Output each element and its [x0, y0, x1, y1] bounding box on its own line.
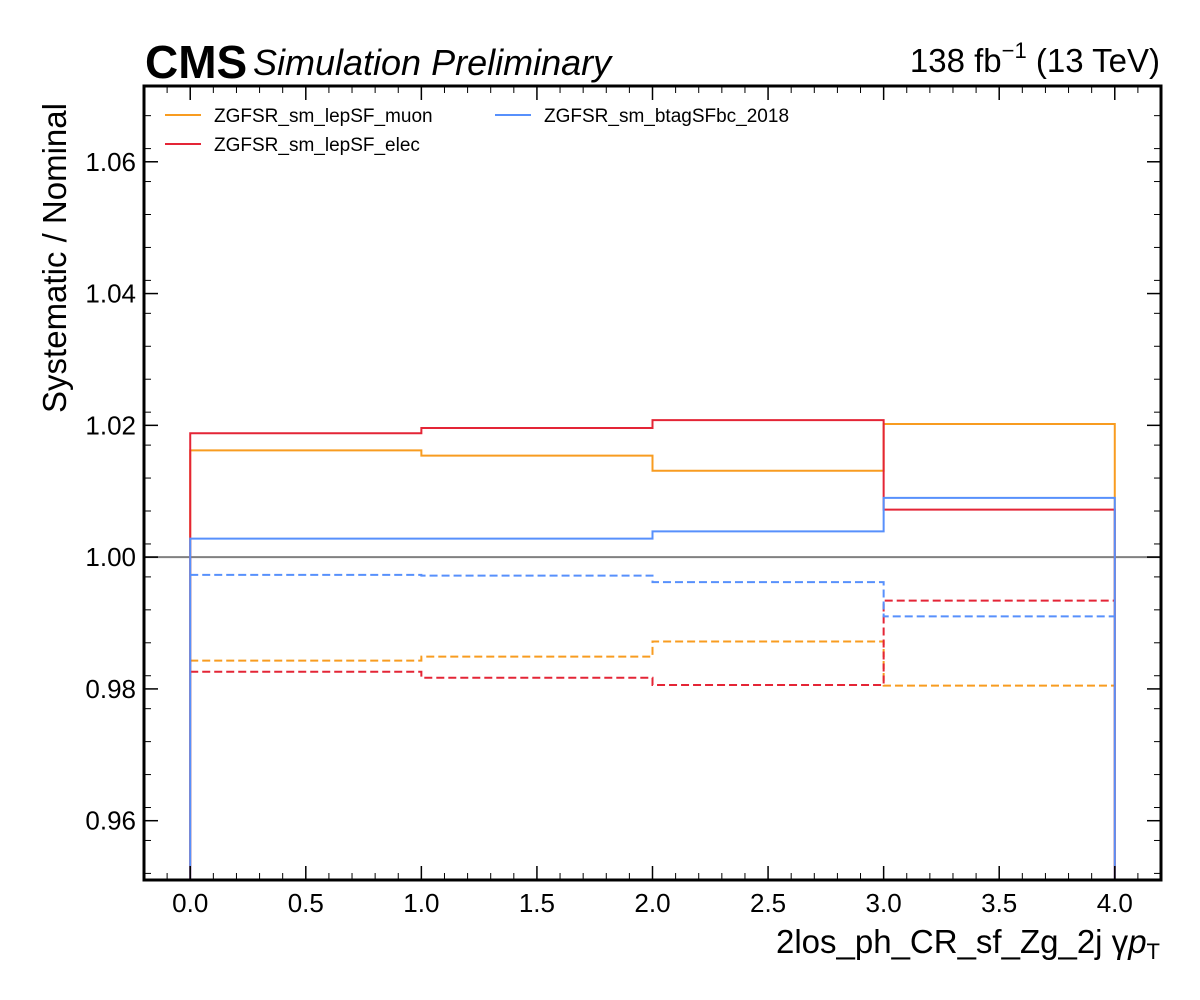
x-axis-label-main: 2los_ph_CR_sf_Zg_2j γ — [776, 923, 1129, 960]
x-tick-label: 1.0 — [403, 888, 439, 918]
lumi-exponent: −1 — [1002, 38, 1027, 63]
series-ZGFSR_sm_lepSF_elec-down — [190, 599, 1115, 686]
x-tick-label: 0.5 — [288, 888, 324, 918]
y-tick-label: 0.98 — [85, 674, 136, 704]
legend: ZGFSR_sm_lepSF_muon ZGFSR_sm_lepSF_elec ZG… — [165, 106, 789, 156]
x-axis-label-sub: T — [1147, 939, 1160, 964]
series-ZGFSR_sm_btagSFbc_2018-up — [189, 496, 1116, 880]
legend-entry: ZGFSR_sm_lepSF_muon — [214, 106, 433, 127]
x-tick-label: 1.5 — [519, 888, 555, 918]
status-label: Simulation Preliminary — [253, 42, 613, 83]
x-axis-label-var: p — [1127, 923, 1146, 960]
x-tick-label: 0.0 — [172, 888, 208, 918]
y-axis-label: Systematic / Nominal — [36, 103, 73, 413]
y-tick-label: 1.02 — [85, 410, 136, 440]
legend-entry: ZGFSR_sm_lepSF_elec — [214, 135, 420, 156]
y-tick-label: 1.00 — [85, 542, 136, 572]
y-tick-label: 1.06 — [85, 147, 136, 177]
x-tick-label: 2.5 — [750, 888, 786, 918]
x-tick-label: 3.5 — [981, 888, 1017, 918]
axes-layer: 0.0 0.5 1.0 1.5 2.0 2.5 3.0 3.5 4.0 0.96 0.98 1.00 1… — [85, 84, 1163, 918]
lumi-label: 138 fb−1 (13 TeV) — [910, 38, 1160, 79]
series-ZGFSR_sm_lepSF_muon-up — [189, 423, 1116, 880]
x-tick-label: 3.0 — [866, 888, 902, 918]
x-tick-label: 2.0 — [634, 888, 670, 918]
series-ZGFSR_sm_lepSF_elec-up — [189, 419, 1116, 880]
y-tick-label: 1.04 — [85, 279, 136, 309]
y-tick-label: 0.96 — [85, 806, 136, 836]
x-tick-label: 4.0 — [1097, 888, 1133, 918]
legend-entry: ZGFSR_sm_btagSFbc_2018 — [544, 106, 789, 127]
x-axis-label: 2los_ph_CR_sf_Zg_2j γpT — [776, 923, 1160, 964]
lumi-energy: (13 TeV) — [1027, 42, 1160, 79]
lumi-value: 138 fb — [910, 42, 1002, 79]
series-ZGFSR_sm_btagSFbc_2018-down — [190, 573, 1115, 618]
cms-label: CMS — [145, 36, 247, 88]
series-layer — [189, 419, 1116, 880]
plot-frame — [142, 84, 1163, 882]
